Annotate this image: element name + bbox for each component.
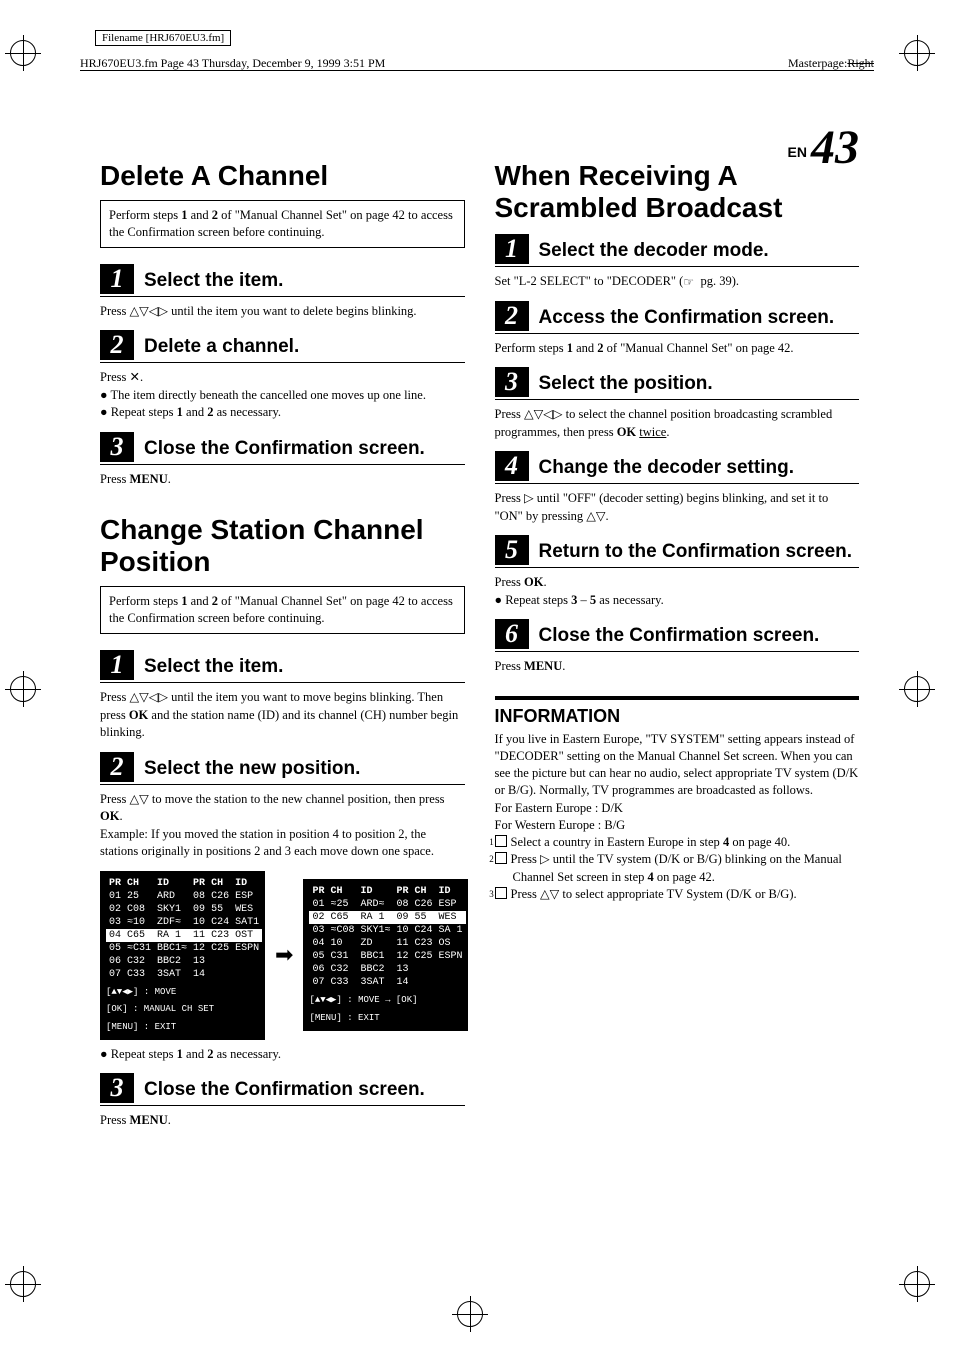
header-rule — [80, 70, 874, 71]
step-title: Return to the Confirmation screen. — [539, 541, 853, 565]
delete-step-3: 3 Close the Confirmation screen. — [100, 432, 465, 465]
step-body: Press △▽ to move the station to the new … — [100, 791, 465, 861]
step-body: Press MENU. — [495, 658, 860, 676]
step-number: 2 — [495, 301, 529, 331]
step-title: Close the Confirmation screen. — [539, 625, 820, 649]
step-number: 4 — [495, 451, 529, 481]
step-number: 5 — [495, 535, 529, 565]
step-body: Press △▽◁▷ until the item you want to mo… — [100, 689, 465, 742]
crop-mark — [904, 40, 944, 80]
scramble-step-5: 5 Return to the Confirmation screen. — [495, 535, 860, 568]
delete-note-box: Perform steps 1 and 2 of "Manual Channel… — [100, 200, 465, 248]
step-title: Close the Confirmation screen. — [144, 438, 425, 462]
crop-mark — [904, 676, 944, 716]
step-body: Press △▽◁▷ to select the channel positio… — [495, 406, 860, 441]
scramble-step-6: 6 Close the Confirmation screen. — [495, 619, 860, 652]
step-title: Close the Confirmation screen. — [144, 1079, 425, 1103]
change-note-box: Perform steps 1 and 2 of "Manual Channel… — [100, 586, 465, 634]
delete-step-1: 1 Select the item. — [100, 264, 465, 297]
crop-mark — [10, 40, 50, 80]
delete-step-2: 2 Delete a channel. — [100, 330, 465, 363]
step-number: 3 — [495, 367, 529, 397]
step-body: Press ▷ until "OFF" (decoder setting) be… — [495, 490, 860, 525]
osd-example-row: PRCHIDPRCHID0125ARD08C26ESP02C08SKY10955… — [100, 871, 465, 1040]
scrambled-title: When Receiving A Scrambled Broadcast — [495, 160, 860, 224]
bullet: Repeat steps 1 and 2 as necessary. — [100, 404, 465, 422]
left-column: Delete A Channel Perform steps 1 and 2 o… — [100, 160, 465, 1130]
osd-before: PRCHIDPRCHID0125ARD08C26ESP02C08SKY10955… — [100, 871, 265, 1040]
bullet: The item directly beneath the cancelled … — [100, 387, 465, 405]
hand-icon — [683, 274, 697, 284]
info-rule — [495, 696, 860, 700]
scramble-step-1: 1 Select the decoder mode. — [495, 234, 860, 267]
scramble-step-3: 3 Select the position. — [495, 367, 860, 400]
bullet: Repeat steps 3 – 5 as necessary. — [495, 592, 860, 610]
step-number: 1 — [100, 650, 134, 680]
crop-mark — [457, 1301, 497, 1341]
change-position-title: Change Station Channel Position — [100, 514, 465, 578]
filename-box: Filename [HRJ670EU3.fm] — [95, 30, 231, 46]
step-title: Delete a channel. — [144, 336, 299, 360]
step-title: Change the decoder setting. — [539, 457, 794, 481]
step-title: Select the new position. — [144, 758, 360, 782]
step-title: Select the item. — [144, 656, 283, 680]
bullet: Repeat steps 1 and 2 as necessary. — [100, 1046, 465, 1064]
scramble-step-4: 4 Change the decoder setting. — [495, 451, 860, 484]
arrow-icon: ➡ — [275, 942, 293, 968]
step-title: Select the item. — [144, 270, 283, 294]
scramble-step-2: 2 Access the Confirmation screen. — [495, 301, 860, 334]
step-number: 1 — [100, 264, 134, 294]
page-header: HRJ670EU3.fm Page 43 Thursday, December … — [80, 56, 874, 71]
step-body: Press △▽◁▷ until the item you want to de… — [100, 303, 465, 321]
step-body: Perform steps 1 and 2 of "Manual Channel… — [495, 340, 860, 358]
step-body: Press OK. Repeat steps 3 – 5 as necessar… — [495, 574, 860, 609]
step-number: 3 — [100, 432, 134, 462]
step-number: 2 — [100, 752, 134, 782]
header-right: Masterpage:Right — [788, 56, 874, 71]
step-body: Press ✕. The item directly beneath the c… — [100, 369, 465, 422]
step-title: Select the decoder mode. — [539, 240, 769, 264]
change-step-1: 1 Select the item. — [100, 650, 465, 683]
crop-mark — [10, 1271, 50, 1311]
step-number: 2 — [100, 330, 134, 360]
osd-after: PRCHIDPRCHID01≈25ARD≈08C26ESP02C65RA 109… — [303, 879, 468, 1030]
step-title: Access the Confirmation screen. — [539, 307, 835, 331]
information-body: If you live in Eastern Europe, "TV SYSTE… — [495, 731, 860, 904]
crop-mark — [10, 676, 50, 716]
change-step-3: 3 Close the Confirmation screen. — [100, 1073, 465, 1106]
step-body: Repeat steps 1 and 2 as necessary. — [100, 1046, 465, 1064]
information-title: INFORMATION — [495, 706, 860, 727]
step-body: Press MENU. — [100, 471, 465, 489]
step-number: 3 — [100, 1073, 134, 1103]
step-number: 6 — [495, 619, 529, 649]
header-left: HRJ670EU3.fm Page 43 Thursday, December … — [80, 56, 385, 71]
change-step-2: 2 Select the new position. — [100, 752, 465, 785]
step-body: Set "L-2 SELECT" to "DECODER" ( pg. 39). — [495, 273, 860, 291]
step-title: Select the position. — [539, 373, 713, 397]
right-column: When Receiving A Scrambled Broadcast 1 S… — [495, 160, 860, 1130]
crop-mark — [904, 1271, 944, 1311]
step-body: Press MENU. — [100, 1112, 465, 1130]
step-number: 1 — [495, 234, 529, 264]
delete-channel-title: Delete A Channel — [100, 160, 465, 192]
